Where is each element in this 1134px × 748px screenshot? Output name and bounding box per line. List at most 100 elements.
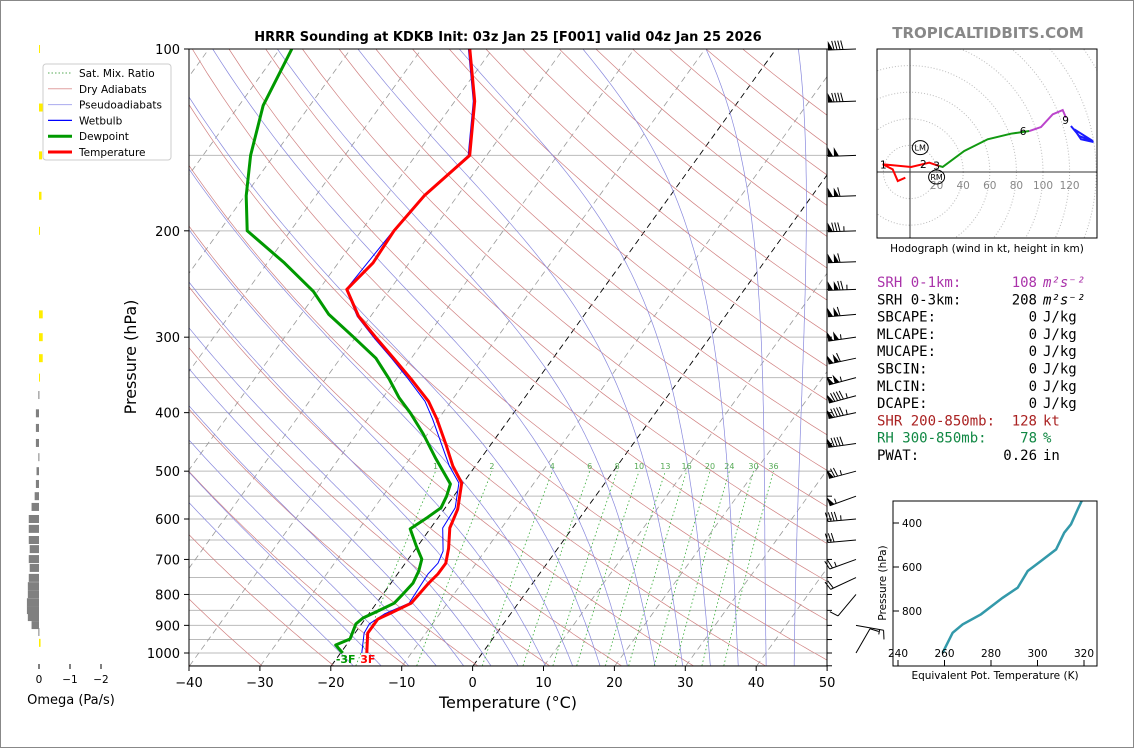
omega-axis-label: Omega (Pa/s) <box>27 693 115 708</box>
pseudoadiabat <box>357 49 683 666</box>
barb-pennant <box>827 438 834 448</box>
legend-item: Pseudoadiabats <box>79 100 162 112</box>
barb-flag <box>830 511 835 522</box>
pseudoadiabat <box>277 49 656 666</box>
barb-flag <box>830 408 835 418</box>
index-value: 208 <box>1012 292 1037 308</box>
omega-tick-label: −1 <box>62 674 77 686</box>
pseudoadiabat <box>459 49 711 666</box>
index-unit: J/kg <box>1043 396 1077 412</box>
pseudoadiabat <box>189 168 573 666</box>
omega-bar <box>35 479 39 488</box>
dry-adiabat <box>192 49 827 621</box>
barb-shaft <box>829 558 857 570</box>
barb-half-flag <box>878 629 881 635</box>
x-tick-label: −10 <box>388 676 415 691</box>
y-tick-label: 800 <box>155 588 180 603</box>
barb-shaft <box>830 577 857 590</box>
barb-pennant <box>832 353 840 363</box>
barb-flag <box>831 40 835 50</box>
dry-adiabat <box>189 286 622 666</box>
hodograph-segment <box>939 130 1030 169</box>
pseudoadiabat <box>189 405 437 666</box>
storm-motion-rm-marker <box>928 169 946 185</box>
y-tick-label: 1000 <box>147 647 180 662</box>
y-tick-label: 100 <box>155 43 180 58</box>
barb-pennant <box>833 253 840 263</box>
index-label: MLCIN: <box>877 379 928 395</box>
barb-flag <box>834 92 838 102</box>
dry-adiabat <box>522 49 827 301</box>
storm-motion-label: RM <box>930 173 943 182</box>
omega-bar <box>27 582 39 591</box>
barb-flag <box>839 436 844 446</box>
index-unit: in <box>1043 448 1060 464</box>
y-tick-label: 600 <box>155 513 180 528</box>
skewt-frame <box>188 48 828 667</box>
dry-adiabat <box>189 104 827 661</box>
barb-flag <box>830 468 836 478</box>
theta-e-y-tick-label: 800 <box>902 606 922 618</box>
hodograph-height-label: 1 <box>880 160 887 172</box>
theta-e-x-tick-label: 320 <box>1074 648 1094 660</box>
index-value: 128 <box>1012 413 1037 429</box>
barb-half-flag <box>839 376 842 382</box>
pseudoadiabat <box>189 96 601 666</box>
index-unit: J/kg <box>1043 310 1077 326</box>
isotherm <box>189 49 281 176</box>
barb-pennant <box>827 281 834 291</box>
omega-bar <box>34 492 39 501</box>
storm-motion-label: LM <box>915 144 926 153</box>
barb-half-flag <box>834 498 837 504</box>
barb-flag <box>836 352 841 362</box>
barb-flag <box>829 611 839 617</box>
wind-barb <box>827 253 857 264</box>
barb-flag <box>837 92 841 102</box>
barb-pennant <box>833 307 840 317</box>
dry-adiabat <box>412 49 827 401</box>
barb-pennant <box>833 147 840 157</box>
barb-shaft <box>828 412 857 419</box>
omega-bar <box>28 555 39 564</box>
barb-shaft <box>855 624 884 631</box>
barb-shaft <box>828 377 857 386</box>
theta-e-x-label: Equivalent Pot. Temperature (K) <box>911 670 1078 682</box>
pseudoadiabat <box>793 49 807 666</box>
index-label: DCAPE: <box>877 396 928 412</box>
index-label: SBCIN: <box>877 362 928 378</box>
mixing-ratio-label: 10 <box>634 462 644 471</box>
dry-adiabat <box>189 534 335 666</box>
barb-pennant <box>827 93 834 103</box>
mixing-ratio-line <box>481 471 553 666</box>
barb-shaft <box>828 470 857 479</box>
y-tick-label: 200 <box>155 225 180 240</box>
barb-flag <box>839 406 844 416</box>
omega-bar <box>38 627 40 636</box>
y-tick-label: 300 <box>155 331 180 346</box>
x-tick-label: 20 <box>606 676 623 691</box>
x-tick-label: 10 <box>535 676 552 691</box>
omega-bar <box>31 502 39 511</box>
omega-bar <box>29 545 39 554</box>
index-value: 78 <box>1020 431 1037 447</box>
barb-flag <box>833 511 838 521</box>
wind-barb <box>826 495 857 507</box>
omega-bar <box>38 453 40 462</box>
omega-bar <box>39 45 40 53</box>
index-unit: % <box>1043 431 1052 447</box>
pseudoadiabat <box>189 439 409 666</box>
mixing-ratio-line <box>605 471 666 666</box>
index-label: MUCAPE: <box>877 344 936 360</box>
dry-adiabat <box>189 225 694 666</box>
barb-flag <box>824 581 832 590</box>
omega-bar <box>28 535 39 544</box>
legend-box <box>42 63 172 161</box>
barb-flag <box>837 40 841 50</box>
mixing-ratio-line <box>653 471 711 666</box>
dry-adiabat <box>189 408 478 666</box>
omega-bar <box>39 191 42 200</box>
omega-bar <box>36 467 39 476</box>
index-unit: m²s⁻² <box>1042 292 1085 308</box>
index-unit: J/kg <box>1043 362 1077 378</box>
